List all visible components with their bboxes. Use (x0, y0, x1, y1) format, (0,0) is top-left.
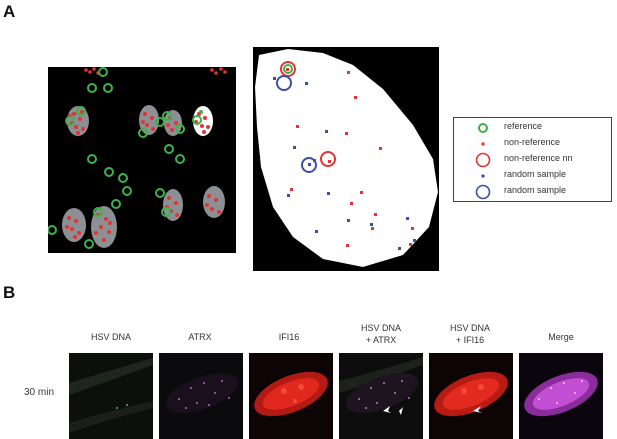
nucleus (163, 189, 183, 221)
nucleus-outline-plot (255, 49, 438, 267)
column-header-line: + ATRX (365, 335, 397, 345)
blue-dot-icon (481, 174, 485, 178)
legend-label: non-reference (504, 137, 561, 147)
red-dot-icon (481, 142, 485, 146)
column-header-hsv-dna-ifi16: HSV DNA + IFI16 (428, 322, 512, 346)
nucleus-outline-panel (253, 47, 439, 271)
micrograph-atrx (159, 353, 243, 439)
legend-label: reference (504, 121, 543, 131)
column-header-line: + IFI16 (455, 335, 485, 345)
nucleus (164, 110, 182, 136)
legend: reference non-reference non-reference nn… (453, 117, 612, 202)
column-header-hsv-dna-atrx: HSV DNA + ATRX (339, 322, 423, 346)
reference-markers (47, 67, 202, 249)
blue-ring-icon (475, 184, 491, 200)
legend-item-random-sample-ring: random sample (454, 184, 611, 200)
column-header-atrx: ATRX (158, 331, 242, 343)
column-header-line: HSV DNA (360, 323, 401, 333)
micrograph-merge (519, 353, 603, 439)
arrow-icon (383, 406, 403, 415)
red-ring-icon (475, 152, 491, 168)
nucleus-shape (255, 49, 438, 267)
nucleus-highlighted (193, 106, 213, 136)
column-header-line: HSV DNA (90, 332, 131, 342)
nucleus (62, 208, 86, 242)
panel-b-letter: B (3, 283, 16, 302)
column-header-line: ATRX (188, 332, 212, 342)
nucleus (203, 186, 225, 218)
micrograph-hsv-dna (69, 353, 153, 439)
column-header-ifi16: IFI16 (247, 331, 331, 343)
column-header-hsv-dna: HSV DNA (69, 331, 153, 343)
panel-a-letter: A (3, 2, 16, 21)
column-header-line: Merge (548, 332, 574, 342)
legend-item-non-reference-nn: non-reference nn (454, 152, 611, 168)
micrograph-hsv-dna-ifi16 (429, 353, 513, 439)
micrograph-hsv-dna-atrx (339, 353, 423, 439)
legend-label: random sample (504, 169, 567, 179)
non-reference-cluster (84, 67, 227, 75)
legend-item-reference: reference (454, 120, 611, 136)
reference-field-plot (47, 67, 227, 249)
random-sample-points (273, 77, 416, 250)
column-header-line: HSV DNA (449, 323, 490, 333)
legend-item-non-reference: non-reference (454, 136, 611, 152)
column-header-line: IFI16 (278, 332, 300, 342)
legend-item-random-sample-dot: random sample (454, 168, 611, 184)
legend-label: non-reference nn (504, 153, 573, 163)
reference-field-panel (47, 67, 236, 253)
nucleus (139, 105, 159, 135)
green-ring-icon (478, 123, 488, 133)
row-label-timepoint: 30 min (24, 387, 55, 398)
nearest-neighbour-markers (276, 61, 336, 173)
column-header-merge: Merge (519, 331, 603, 343)
micrograph-ifi16 (249, 353, 333, 439)
legend-label: random sample (504, 185, 567, 195)
arrow-icon (473, 406, 482, 413)
